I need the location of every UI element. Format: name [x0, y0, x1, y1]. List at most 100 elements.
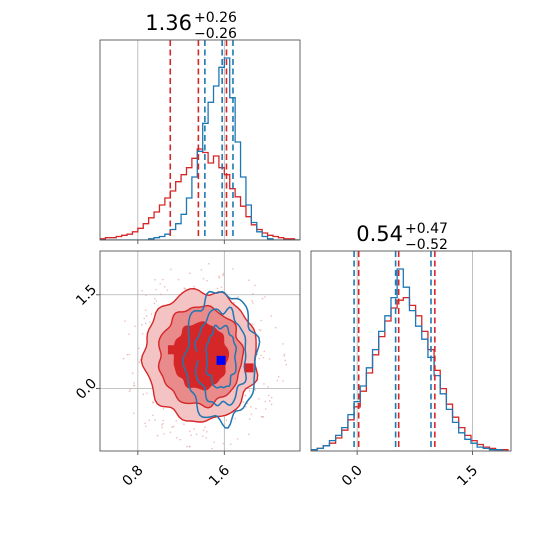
- sample-point: [232, 268, 234, 270]
- sample-point: [270, 396, 273, 399]
- sample-point: [163, 433, 165, 435]
- sample-point: [144, 422, 146, 425]
- sample-point: [258, 328, 261, 331]
- sample-point: [133, 382, 135, 384]
- sample-point: [205, 437, 207, 439]
- sample-point: [218, 277, 221, 279]
- y-tick-label: 1.5: [73, 282, 100, 309]
- sample-point: [145, 315, 148, 317]
- marginal-param-2-panel: 0.54 +0.47−0.52 0.0 1.5: [310, 221, 512, 490]
- sample-point: [193, 285, 195, 288]
- sample-point: [250, 413, 253, 416]
- sample-point: [283, 353, 285, 356]
- sample-point: [206, 430, 208, 433]
- sample-point: [146, 392, 148, 394]
- sample-point: [154, 419, 156, 421]
- sample-point: [263, 383, 265, 385]
- sample-point: [260, 319, 262, 322]
- sample-point: [225, 419, 228, 421]
- blue-histogram-step: [100, 57, 300, 240]
- sample-point: [208, 262, 210, 265]
- title-param-2-lower: −0.52: [405, 237, 448, 253]
- sample-point: [283, 355, 286, 357]
- x-tick-label: 1.6: [206, 462, 233, 489]
- sample-point: [267, 394, 270, 397]
- axes-frame: [99, 250, 301, 452]
- red-histogram-step: [311, 296, 509, 451]
- sample-point: [202, 435, 204, 437]
- sample-point: [211, 447, 213, 450]
- sample-point: [254, 284, 256, 287]
- sample-point: [149, 321, 151, 323]
- blue-contour-line: [182, 290, 261, 429]
- sample-point: [154, 297, 156, 300]
- sample-point: [163, 285, 166, 288]
- sample-point: [141, 332, 144, 335]
- sample-point: [140, 323, 143, 326]
- sample-point: [133, 384, 136, 387]
- sample-point: [122, 357, 125, 360]
- title-param-2-upper: +0.47: [405, 221, 448, 237]
- sample-point: [218, 275, 220, 278]
- blue-contour-line: [205, 324, 237, 389]
- sample-point: [138, 361, 141, 364]
- sample-point: [276, 379, 279, 382]
- sample-point: [248, 389, 251, 392]
- joint-param-1-param-2-panel: 0.8 1.6 0.0 1.5: [73, 250, 301, 490]
- sample-point: [263, 350, 266, 353]
- sample-point: [177, 278, 180, 281]
- sample-point: [237, 296, 239, 298]
- sample-point: [260, 354, 262, 357]
- sample-point: [124, 320, 126, 322]
- sample-point: [267, 386, 269, 388]
- sample-point: [159, 283, 162, 285]
- sample-point: [264, 296, 266, 298]
- sample-point: [195, 433, 198, 436]
- x-tick-label: 1.5: [454, 462, 481, 489]
- sample-point: [188, 445, 191, 448]
- sample-point: [152, 402, 155, 404]
- sample-point: [252, 302, 254, 304]
- sample-point: [254, 389, 256, 391]
- sample-point: [258, 398, 260, 400]
- sample-point: [148, 419, 151, 422]
- red-point-marker: [192, 351, 202, 361]
- sample-point: [171, 426, 173, 428]
- sample-point: [248, 279, 250, 281]
- sample-point: [204, 426, 206, 429]
- sample-point: [162, 419, 165, 422]
- sample-point: [138, 347, 140, 350]
- sample-point: [222, 442, 225, 445]
- sample-point: [132, 412, 135, 415]
- sample-point: [179, 438, 182, 441]
- sample-point: [236, 438, 239, 440]
- sample-point: [154, 278, 156, 281]
- sample-point: [213, 441, 215, 443]
- sample-point: [129, 388, 132, 391]
- sample-point: [250, 406, 252, 408]
- sample-point: [200, 268, 203, 271]
- red-histogram-step: [100, 148, 300, 240]
- sample-point: [274, 326, 277, 329]
- sample-point: [128, 390, 131, 393]
- sample-point: [190, 434, 192, 436]
- sample-point: [150, 313, 153, 315]
- sample-point: [222, 274, 224, 277]
- sample-point: [144, 309, 147, 311]
- sample-point: [176, 436, 178, 439]
- sample-point: [172, 425, 175, 428]
- blue-point-marker: [216, 355, 226, 365]
- sample-point: [183, 423, 185, 425]
- sample-point: [155, 300, 158, 302]
- sample-point: [216, 287, 219, 290]
- sample-point: [234, 417, 236, 420]
- sample-point: [169, 431, 172, 434]
- sample-point: [284, 359, 287, 362]
- x-tick-label: 0.8: [120, 462, 147, 489]
- title-param-2-value: 0.54: [356, 222, 403, 246]
- sample-point: [143, 317, 146, 320]
- sample-point: [260, 329, 262, 332]
- sample-point: [244, 405, 247, 408]
- sample-point: [166, 289, 169, 292]
